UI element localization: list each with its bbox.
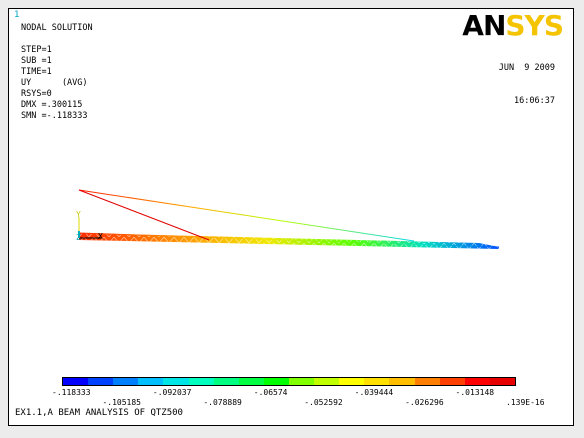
legend-swatch [339,378,365,385]
legend-label: -.013148 [455,388,495,397]
legend-swatch [389,378,415,385]
legend-label: .139E-16 [506,398,545,407]
legend-label: -.092037 [152,388,192,397]
header-line: RSYS=0 [21,89,52,99]
header-line: UY (AVG) [21,78,88,88]
triad-x-label: X [98,232,103,241]
header-line: STEP=1 [21,45,52,55]
legend-label: -.105185 [102,398,141,407]
time-text: 16:06:37 [514,96,555,106]
legend-swatch [489,378,515,385]
cable-long [78,189,415,242]
legend-swatch [314,378,340,385]
solution-header: NODAL SOLUTION STEP=1 SUB =1 TIME=1 UY (AVG… [21,23,93,122]
cable-short [78,189,210,241]
legend-swatch [63,378,89,385]
window-number: 1 [14,10,20,20]
legend-swatch [439,378,465,385]
legend-label: -.039444 [354,388,394,397]
ansys-logo: ANSYS [462,9,564,42]
date-time: JUN 9 2009 16:06:37 [499,41,555,129]
legend-swatch [263,378,289,385]
legend-swatch [138,378,164,385]
graphics-window: 1 NODAL SOLUTION STEP=1 SUB =1 TIME=1 UY (A… [8,8,574,426]
contour-legend-bar [62,377,516,386]
legend-label: -.078889 [203,398,242,407]
legend-label: -.026296 [405,398,444,407]
legend-swatch [464,378,490,385]
model-view: Y Z X [76,189,500,249]
triad-y-label: Y [76,210,81,219]
header-line: SUB =1 [21,56,52,66]
legend-swatch [88,378,114,385]
header-line: SMN =-.118333 [21,111,88,121]
plot-caption: EX1.1,A BEAM ANALYSIS OF QTZ500 [15,408,183,418]
header-line: DMX =.300115 [21,100,83,110]
logo-an-text: AN [462,9,506,42]
legend-swatch [113,378,139,385]
triad-z-label: Z [76,233,81,242]
legend-label: -.118333 [52,388,91,397]
legend-swatch [364,378,390,385]
logo-sys-text: SYS [505,9,564,42]
legend-swatch [238,378,264,385]
legend-swatch [213,378,239,385]
beam-top-chord [78,232,500,248]
header-line: TIME=1 [21,67,52,77]
legend-swatch [414,378,440,385]
legend-swatch [288,378,315,385]
date-text: JUN 9 2009 [498,63,555,73]
header-line: NODAL SOLUTION [21,23,93,33]
legend-swatch [163,378,189,385]
legend-label: -.06574 [253,388,288,397]
legend-swatch [188,378,214,385]
legend-label: -.052592 [304,398,343,407]
